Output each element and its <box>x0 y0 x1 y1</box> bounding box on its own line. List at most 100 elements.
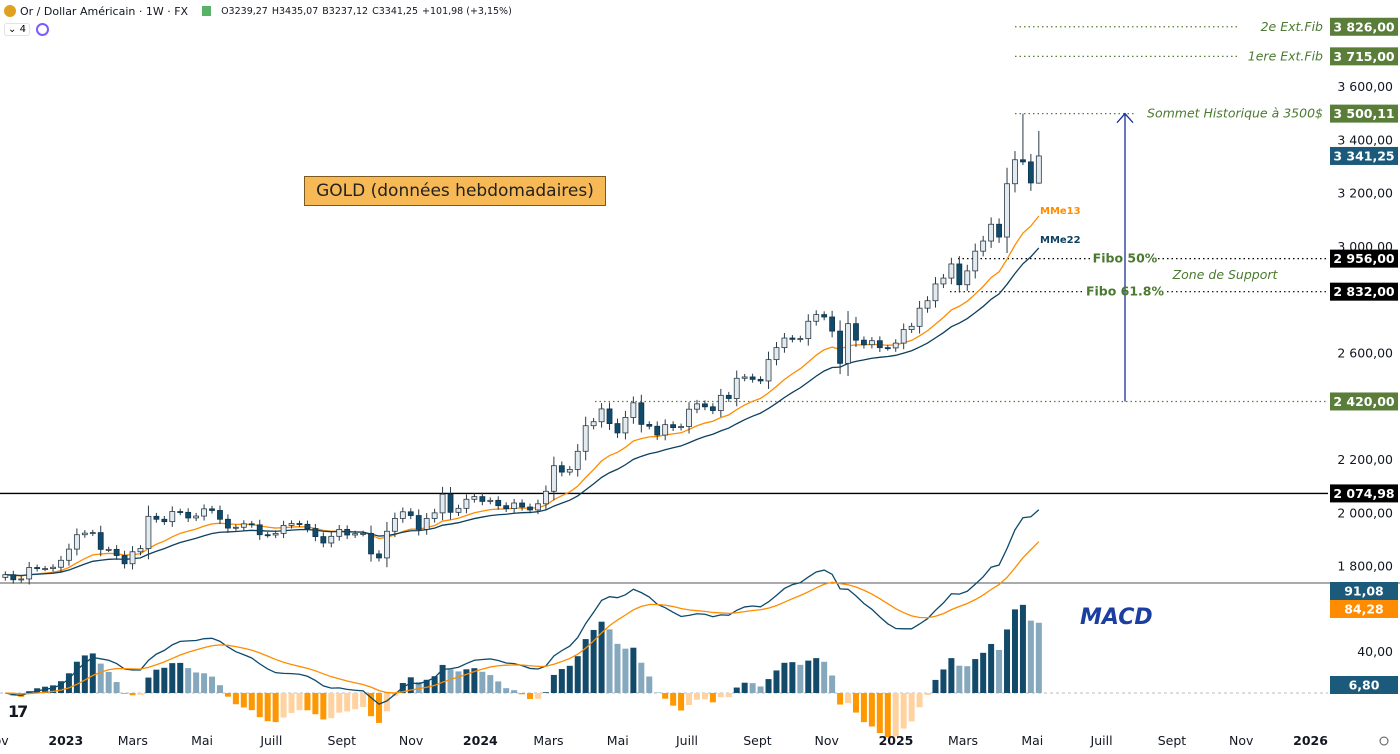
macd-histogram-bar <box>81 655 88 693</box>
candle-bullish <box>845 323 851 364</box>
macd-histogram-bar <box>789 662 796 693</box>
macd-histogram-bar <box>606 629 613 693</box>
ema-13-line <box>5 215 1040 577</box>
macd-histogram-bar <box>129 693 136 696</box>
candle-bullish <box>399 511 406 519</box>
macd-histogram-bar <box>344 693 351 712</box>
candle-bearish <box>97 532 104 550</box>
candle-bullish <box>964 270 971 286</box>
candle-bullish <box>932 283 939 302</box>
macd-histogram-bar <box>415 682 422 693</box>
price-badge-text: 3 500,11 <box>1333 106 1394 121</box>
candle-bullish <box>105 548 112 551</box>
time-tick-label: Sept <box>1158 733 1187 748</box>
candle-bullish <box>940 277 947 285</box>
macd-histogram-bar <box>845 693 852 704</box>
macd-histogram-bar <box>336 693 343 713</box>
mme22-label: MMe22 <box>1040 235 1081 246</box>
macd-histogram-bar <box>868 693 875 727</box>
candle-bearish <box>312 528 319 537</box>
macd-histogram-bar <box>988 643 995 693</box>
macd-histogram-bar <box>686 693 693 706</box>
candle-bullish <box>543 490 549 505</box>
candle-bullish <box>137 548 144 553</box>
candle-bullish <box>169 511 176 523</box>
macd-histogram-bar <box>725 693 732 698</box>
candle-bullish <box>781 337 788 349</box>
candle-bullish <box>550 465 557 492</box>
price-tick-label: 3 200,00 <box>1337 186 1393 201</box>
macd-histogram-bar <box>1011 609 1018 693</box>
price-tick-label: 3 600,00 <box>1337 79 1393 94</box>
macd-histogram-bar <box>614 643 621 693</box>
time-tick-label: Mai <box>1021 733 1043 748</box>
price-badge <box>1330 47 1398 66</box>
candle-bearish <box>527 506 533 511</box>
candle-bearish <box>670 424 677 428</box>
macd-histogram-bar <box>439 664 446 693</box>
macd-histogram-bar <box>662 693 669 699</box>
macd-tick-label: 40,00 <box>1357 644 1393 659</box>
candle-bullish <box>352 533 359 536</box>
macd-histogram-bar <box>383 693 390 712</box>
macd-histogram-bar <box>654 692 661 693</box>
candle-bullish <box>590 421 597 427</box>
macd-histogram-bar <box>964 666 971 693</box>
macd-histogram-bar <box>431 676 438 693</box>
candle-bullish <box>733 377 740 399</box>
price-badge <box>1330 484 1398 503</box>
candle-bearish <box>447 493 454 513</box>
price-badge-text: 2 832,00 <box>1333 284 1395 299</box>
macd-histogram-bar <box>232 693 239 705</box>
symbol-title[interactable]: Or / Dollar Américain · 1W · FX <box>20 4 189 18</box>
signal-value-badge <box>1330 600 1398 618</box>
candle-bullish <box>431 512 438 519</box>
candle-bearish <box>225 518 231 529</box>
macd-histogram-bar <box>352 693 359 710</box>
macd-histogram-bar <box>980 652 987 693</box>
sync-icon[interactable] <box>35 23 49 36</box>
macd-histogram-bar <box>161 667 168 693</box>
candle-bullish <box>630 402 637 418</box>
macd-histogram-bar <box>105 671 112 693</box>
price-badge-text: 2 420,00 <box>1333 394 1395 409</box>
macd-histogram-bar <box>50 685 57 693</box>
candle-bearish <box>479 496 486 502</box>
settings-gear-icon[interactable] <box>1379 736 1389 746</box>
candle-bearish <box>304 523 311 529</box>
candles <box>2 113 1042 585</box>
macd-histogram-bar <box>479 671 486 693</box>
macd-histogram-bar <box>932 679 939 693</box>
candle-bearish <box>1027 161 1034 184</box>
macd-histogram-bar <box>757 686 764 693</box>
time-tick-label: Juill <box>675 733 698 748</box>
fib-ext-2-label: 2e Ext.Fib <box>1261 19 1323 34</box>
tradingview-logo[interactable]: 17 <box>8 702 28 721</box>
macd-histogram-bar <box>89 653 96 693</box>
candle-bullish <box>288 523 295 526</box>
candle-bullish <box>384 530 390 559</box>
candle-bullish <box>662 424 669 436</box>
candle-bearish <box>884 347 891 350</box>
candle-bearish <box>121 555 128 565</box>
indicators-collapse-button[interactable]: ⌄ 4 <box>4 23 30 36</box>
candle-bearish <box>296 523 303 525</box>
candle-bullish <box>694 403 700 410</box>
macd-histogram-bar <box>996 649 1003 693</box>
macd-histogram-bar <box>1035 622 1042 693</box>
candle-bearish <box>407 511 414 516</box>
macd-histogram-bar <box>495 681 502 693</box>
macd-histogram-bar <box>749 683 756 693</box>
macd-histogram-bar <box>511 690 518 693</box>
candle-bullish <box>900 329 907 344</box>
macd-histogram-bar <box>574 656 581 693</box>
macd-histogram-bar <box>566 665 573 693</box>
macd-histogram-bar <box>463 669 470 693</box>
candle-bullish <box>487 499 494 502</box>
candle-bullish <box>598 408 605 423</box>
candle-bearish <box>614 423 621 434</box>
price-badge <box>1330 17 1398 36</box>
macd-histogram-bar <box>701 693 708 700</box>
macd-histogram-bar <box>407 677 414 693</box>
